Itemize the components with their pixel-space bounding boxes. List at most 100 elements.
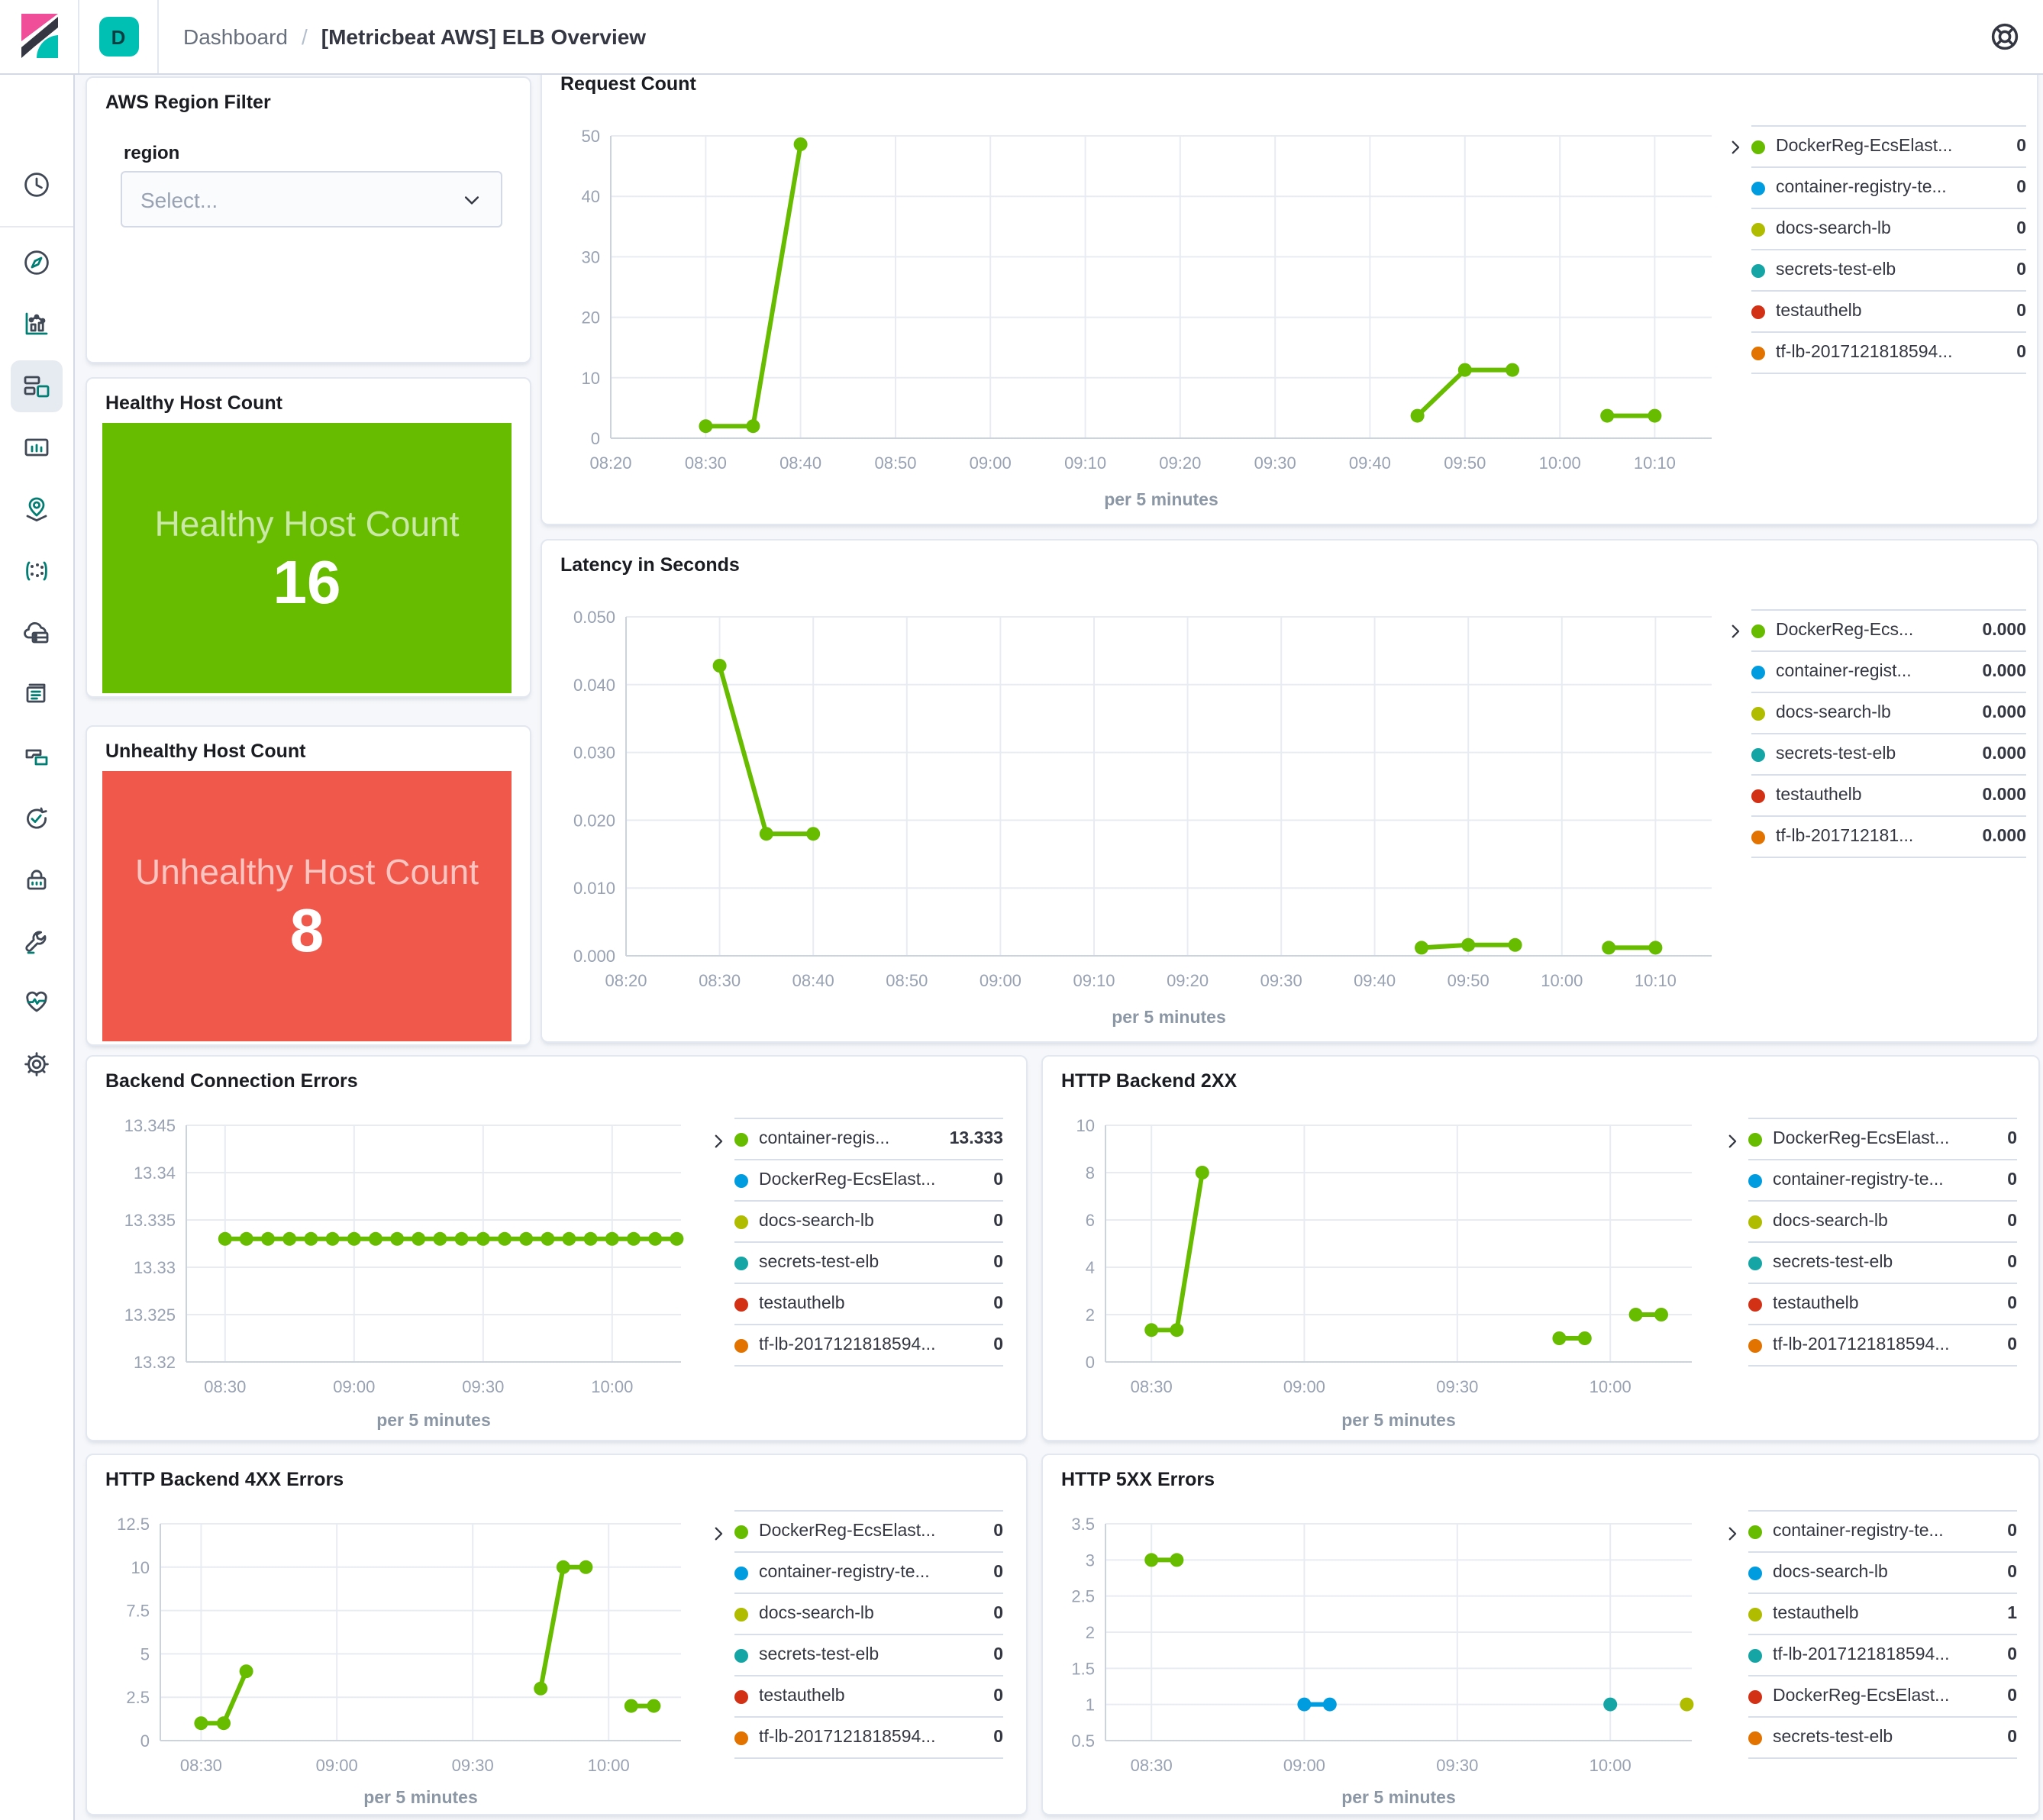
svg-text:09:30: 09:30 <box>1260 971 1302 990</box>
legend-item[interactable]: DockerReg-EcsElast... 0 <box>734 1159 1003 1200</box>
legend-item[interactable]: secrets-test-elb 0 <box>734 1634 1003 1675</box>
legend-item[interactable]: testauthelb 0.000 <box>1751 774 2026 815</box>
sidebar-item-siem[interactable] <box>11 854 63 905</box>
sidebar-item-dashboard[interactable] <box>11 360 63 412</box>
sidebar-divider <box>0 226 73 228</box>
legend-series-label: docs-search-lb <box>1773 1563 1888 1582</box>
clock-icon <box>24 173 49 197</box>
legend-toggle-button[interactable] <box>1718 1127 1745 1154</box>
sidebar-item-discover[interactable] <box>11 237 63 289</box>
legend-item[interactable]: docs-search-lb 0 <box>1748 1551 2017 1592</box>
legend-toggle-button[interactable] <box>704 1127 731 1154</box>
sidebar-item-machine-learning[interactable] <box>11 545 63 597</box>
legend-series-value: 0 <box>2007 1171 2017 1189</box>
legend-item[interactable]: testauthelb 0 <box>734 1675 1003 1716</box>
series-color-dot <box>1748 1297 1762 1311</box>
legend-series-value: 0 <box>993 1563 1003 1582</box>
svg-text:0.5: 0.5 <box>1071 1731 1095 1751</box>
legend-item[interactable]: DockerReg-EcsElast... 0 <box>1748 1118 2017 1159</box>
legend-item[interactable]: container-regis... 13.333 <box>734 1118 1003 1159</box>
sidebar-item-recently-viewed[interactable] <box>11 159 63 211</box>
legend-item[interactable]: testauthelb 0 <box>1748 1283 2017 1324</box>
legend-toggle-button[interactable] <box>1718 1519 1745 1547</box>
legend-item[interactable]: DockerReg-EcsElast... 0 <box>1748 1675 2017 1716</box>
panel-healthy-host-count: Healthy Host Count Healthy Host Count 16 <box>86 377 531 698</box>
svg-text:08:30: 08:30 <box>180 1756 222 1775</box>
uptime-icon <box>27 807 47 829</box>
kibana-logo[interactable] <box>0 0 79 73</box>
help-menu-button[interactable] <box>1988 20 2022 53</box>
legend-item[interactable]: container-regist... 0.000 <box>1751 650 2026 692</box>
sidebar-item-visualize[interactable] <box>11 298 63 350</box>
breadcrumb-dashboard[interactable]: Dashboard <box>183 24 288 49</box>
legend-series-label: container-registry-te... <box>1773 1522 1944 1541</box>
unhealthy-host-count-tile: Unhealthy Host Count 8 <box>102 771 512 1041</box>
svg-text:per 5 minutes: per 5 minutes <box>1341 1787 1456 1807</box>
panel-request-count: Request Count 0 10 20 30 40 50 08:20 08:30 08:40… <box>541 58 2038 525</box>
legend-series-label: docs-search-lb <box>1776 220 1891 238</box>
svg-text:13.32: 13.32 <box>134 1353 176 1372</box>
legend-item[interactable]: tf-lb-2017121818594... 0 <box>1748 1324 2017 1367</box>
legend-series-value: 0 <box>2016 344 2026 362</box>
sidebar-item-maps[interactable] <box>11 482 63 534</box>
legend-toggle-button[interactable] <box>1721 617 1748 644</box>
legend-toggle-button[interactable] <box>704 1519 731 1547</box>
legend-item[interactable]: testauthelb 0 <box>1751 290 2026 331</box>
legend-item[interactable]: docs-search-lb 0 <box>734 1200 1003 1241</box>
svg-text:08:30: 08:30 <box>1131 1756 1173 1775</box>
series-color-dot <box>1748 1256 1762 1270</box>
legend-item[interactable]: secrets-test-elb 0.000 <box>1751 733 2026 774</box>
legend-item[interactable]: DockerReg-Ecs... 0.000 <box>1751 609 2026 650</box>
sidebar-item-monitoring[interactable] <box>11 976 63 1028</box>
legend-item[interactable]: container-registry-te... 0 <box>1748 1159 2017 1200</box>
legend-item[interactable]: secrets-test-elb 0 <box>1748 1716 2017 1759</box>
heartbeat-icon <box>26 991 47 1012</box>
svg-text:10:00: 10:00 <box>1541 971 1583 990</box>
sidebar-item-management[interactable] <box>11 1038 63 1090</box>
legend-series-value: 0.000 <box>1982 663 2026 681</box>
legend-item[interactable]: docs-search-lb 0 <box>1748 1200 2017 1241</box>
legend-item[interactable]: docs-search-lb 0 <box>1751 208 2026 249</box>
legend-item[interactable]: container-registry-te... 0 <box>734 1551 1003 1592</box>
region-select[interactable]: Select... <box>121 171 502 228</box>
legend-item[interactable]: tf-lb-2017121818594... 0 <box>1751 331 2026 374</box>
legend-item[interactable]: DockerReg-EcsElast... 0 <box>734 1510 1003 1551</box>
series-color-dot <box>1748 1689 1762 1703</box>
legend-item[interactable]: docs-search-lb 0 <box>734 1592 1003 1634</box>
legend-item[interactable]: tf-lb-2017121818594... 0 <box>734 1716 1003 1759</box>
sidebar-item-infrastructure[interactable] <box>11 608 63 660</box>
series-color-dot <box>1748 1648 1762 1662</box>
legend-series-label: DockerReg-EcsElast... <box>1773 1687 1950 1705</box>
legend-item[interactable]: docs-search-lb 0.000 <box>1751 692 2026 733</box>
series-color-dot <box>1751 181 1765 195</box>
sidebar-item-logs[interactable] <box>11 667 63 719</box>
legend-item[interactable]: testauthelb 1 <box>1748 1592 2017 1634</box>
series-color-dot <box>1748 1132 1762 1146</box>
svg-text:30: 30 <box>582 247 600 266</box>
breadcrumb: Dashboard / [Metricbeat AWS] ELB Overvie… <box>183 24 646 49</box>
svg-text:09:00: 09:00 <box>333 1377 375 1396</box>
svg-text:7.5: 7.5 <box>126 1602 150 1621</box>
legend-item[interactable]: secrets-test-elb 0 <box>1751 249 2026 290</box>
sidebar-item-canvas[interactable] <box>11 421 63 473</box>
legend-item[interactable]: secrets-test-elb 0 <box>734 1241 1003 1283</box>
legend-item[interactable]: container-registry-te... 0 <box>1748 1510 2017 1551</box>
sidebar-item-uptime[interactable] <box>11 792 63 844</box>
svg-text:09:10: 09:10 <box>1064 453 1106 473</box>
legend-item[interactable]: secrets-test-elb 0 <box>1748 1241 2017 1283</box>
legend-item[interactable]: tf-lb-2017121818594... 0 <box>734 1324 1003 1367</box>
legend-item[interactable]: tf-lb-201712181... 0.000 <box>1751 815 2026 858</box>
legend-item[interactable]: DockerReg-EcsElast... 0 <box>1751 125 2026 166</box>
sidebar-item-apm[interactable] <box>11 730 63 782</box>
space-switcher[interactable]: D <box>79 0 159 73</box>
legend-item[interactable]: container-registry-te... 0 <box>1751 166 2026 208</box>
legend-item[interactable]: tf-lb-2017121818594... 0 <box>1748 1634 2017 1675</box>
legend-toggle-button[interactable] <box>1721 133 1748 160</box>
legend-item[interactable]: testauthelb 0 <box>734 1283 1003 1324</box>
series-color-dot <box>734 1215 748 1228</box>
sidebar-item-dev-tools[interactable] <box>11 916 63 968</box>
legend-series-value: 0.000 <box>1982 621 2026 640</box>
series-color-dot <box>1748 1338 1762 1352</box>
svg-text:08:20: 08:20 <box>589 453 631 473</box>
chevron-right-icon <box>1731 140 1739 153</box>
